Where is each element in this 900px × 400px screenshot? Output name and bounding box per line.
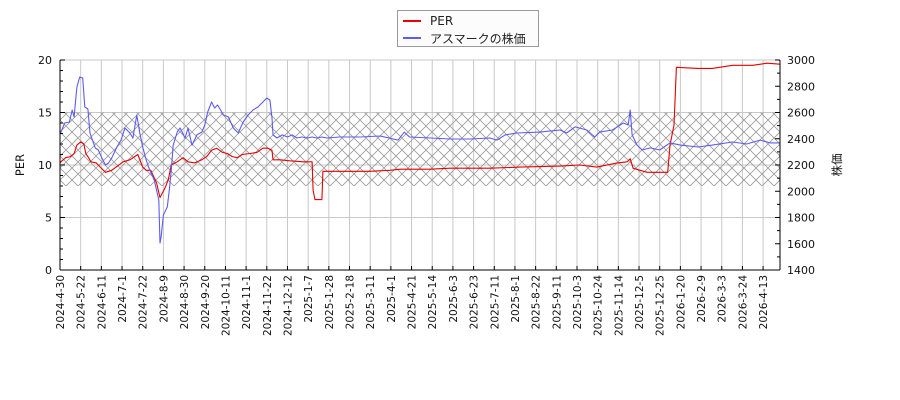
y-axis-title-right: 株価 (830, 154, 844, 177)
legend-label-per: PER (430, 14, 454, 28)
x-tick-label: 2026-2-9 (696, 275, 708, 323)
x-tick-label: 2024-4-30 (55, 275, 67, 329)
right-tick-label: 3000 (787, 54, 815, 67)
left-tick-label: 5 (45, 212, 52, 225)
right-tick-label: 2800 (787, 80, 815, 93)
right-tick-label: 2000 (787, 185, 815, 198)
x-tick-label: 2025-1-28 (324, 275, 336, 329)
x-tick-label: 2025-1-7 (303, 275, 315, 323)
legend-label-stock-price: アスマークの株価 (430, 31, 526, 46)
legend: PER アスマークの株価 (397, 10, 539, 47)
x-tick-label: 2024-5-22 (76, 275, 88, 329)
x-tick-label: 2024-7-22 (138, 275, 150, 329)
x-tick-label: 2024-11-22 (262, 275, 274, 336)
x-tick-label: 2024-12-12 (282, 275, 294, 336)
legend-item-per: PER (403, 13, 453, 29)
stock-price-line (59, 76, 780, 244)
plot-series (59, 62, 781, 244)
left-tick-label: 0 (45, 264, 52, 277)
right-tick-label: 2600 (787, 107, 815, 120)
x-tick-label: 2024-10-11 (220, 275, 232, 336)
x-tick-label: 2025-12-25 (655, 275, 667, 336)
x-tick-label: 2025-6-23 (469, 275, 481, 329)
x-tick-label: 2026-3-3 (717, 275, 729, 323)
legend-swatch-stock-price (403, 37, 421, 39)
x-tick-label: 2026-1-20 (675, 275, 687, 329)
legend-swatch-per (403, 20, 421, 22)
right-tick-label: 1400 (787, 264, 815, 277)
x-tick-label: 2025-4-1 (386, 275, 398, 323)
right-tick-label: 2200 (787, 159, 815, 172)
left-tick-label: 10 (38, 159, 52, 172)
x-tick-label: 2024-7-1 (117, 275, 129, 323)
x-tick-label: 2025-7-11 (489, 275, 501, 329)
per-range-band (60, 112, 780, 186)
x-tick-label: 2025-12-5 (634, 275, 646, 329)
x-tick-label: 2025-8-1 (510, 275, 522, 323)
x-tick-label: 2026-3-24 (737, 275, 749, 330)
y-axis-title-left: PER (13, 154, 27, 176)
x-tick-label: 2025-2-18 (345, 275, 357, 329)
axes: 0 5 10 15 20 1400 1600 1800 2000 2200 2400 2600 2800… (38, 54, 815, 336)
x-tick-label: 2025-5-14 (427, 275, 439, 330)
x-tick-label: 2025-10-24 (593, 275, 605, 336)
right-tick-label: 2400 (787, 133, 815, 146)
x-tick-label: 2024-8-9 (158, 275, 170, 323)
x-tick-label: 2024-6-11 (96, 275, 108, 329)
x-tick-label: 2024-8-30 (179, 275, 191, 329)
x-tick-label: 2024-9-20 (200, 275, 212, 329)
left-tick-label: 15 (38, 107, 52, 120)
hatched-band (60, 112, 780, 186)
x-tick-label: 2024-11-1 (241, 275, 253, 329)
x-tick-label: 2025-11-14 (613, 275, 625, 336)
x-tick-label: 2025-3-11 (365, 275, 377, 329)
x-tick-label: 2025-8-22 (531, 275, 543, 329)
x-tick-label: 2025-6-3 (448, 275, 460, 323)
per-line (59, 62, 781, 201)
x-tick-label: 2025-4-21 (407, 275, 419, 329)
x-tick-label: 2025-9-11 (551, 275, 563, 329)
right-tick-label: 1600 (787, 238, 815, 251)
legend-item-stock-price: アスマークの株価 (403, 30, 526, 46)
x-tick-label: 2025-10-3 (572, 275, 584, 329)
left-tick-label: 20 (38, 54, 52, 67)
x-tick-label: 2026-4-13 (758, 275, 770, 329)
right-tick-label: 1800 (787, 212, 815, 225)
